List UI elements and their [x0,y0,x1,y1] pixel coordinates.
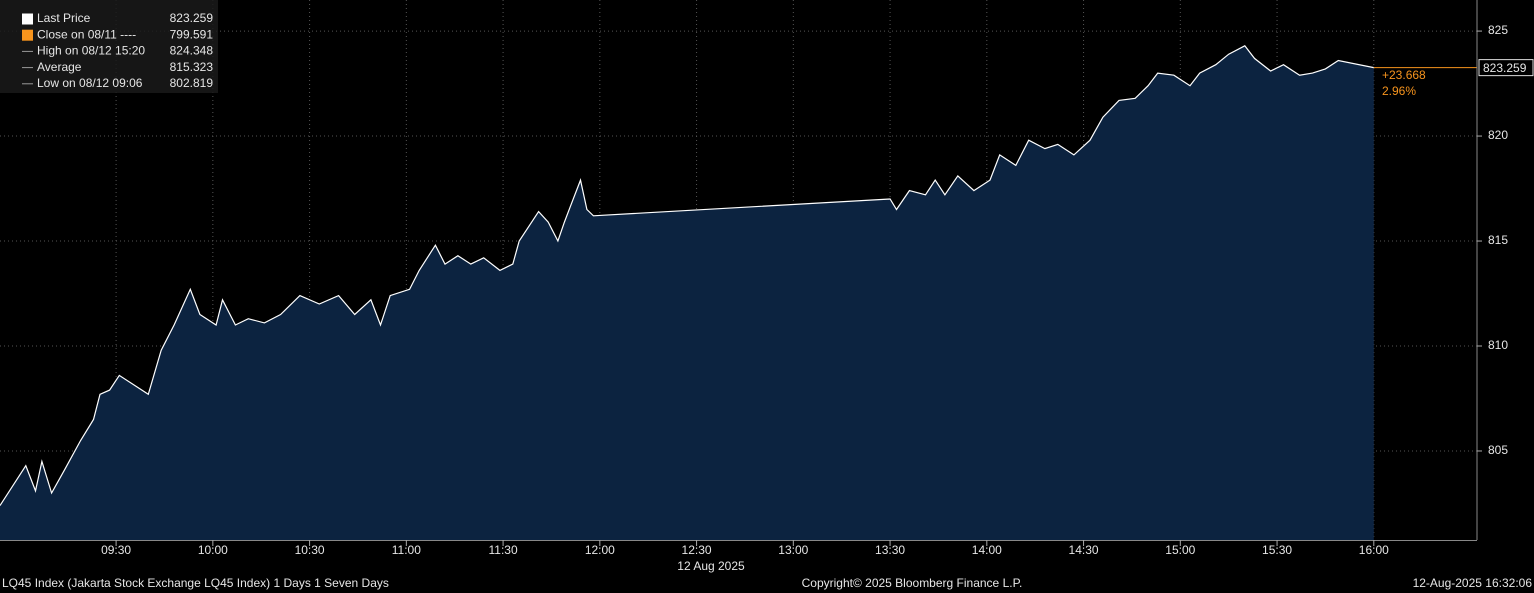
x-tick-label: 15:00 [1165,543,1195,557]
legend-value: 823.259 [170,11,214,25]
legend-label: Low on 08/12 09:06 [37,76,143,90]
legend-label: Average [37,60,82,74]
legend-value: 824.348 [170,44,214,58]
y-tick-label: 815 [1488,233,1508,247]
y-tick-label: 825 [1488,23,1508,37]
x-tick-label: 10:30 [295,543,325,557]
y-tick-label: 805 [1488,443,1508,457]
x-tick-label: 11:30 [489,543,518,557]
x-tick-label: 13:30 [875,543,905,557]
footer-right: 12-Aug-2025 16:32:06 [1413,576,1533,590]
area-fill [0,45,1374,541]
price-line [0,45,1374,506]
x-tick-label: 10:00 [198,543,228,557]
y-tick-label: 820 [1488,128,1508,142]
plot-area [0,0,1477,541]
x-tick-label: 14:30 [1069,543,1099,557]
legend-swatch [22,29,33,41]
legend: Last Price 823.259 Close on 08/11 ---- 799.… [22,11,213,90]
last-price-box [1478,59,1534,77]
change-label: +23.668 [1382,68,1426,82]
last-price-label: 823.259 [1483,61,1527,75]
x-tick-label: 13:00 [778,543,808,557]
legend-swatch [22,13,33,25]
change-pct-label: 2.96% [1382,84,1416,98]
footer-center: Copyright© 2025 Bloomberg Finance L.P. [802,576,1023,590]
x-tick-label: 14:00 [972,543,1002,557]
x-tick-label: 15:30 [1262,543,1292,557]
x-date-label: 12 Aug 2025 [677,559,745,573]
legend-value: 799.591 [170,27,214,41]
x-tick-label: 11:00 [392,543,421,557]
x-tick-label: 12:30 [682,543,712,557]
legend-value: 802.819 [170,76,214,90]
footer-left: LQ45 Index (Jakarta Stock Exchange LQ45 … [2,576,389,590]
legend-label: High on 08/12 15:20 [37,44,145,58]
x-tick-label: 16:00 [1359,543,1389,557]
legend-label: Close on 08/11 ---- [37,27,136,41]
legend-box [0,0,218,93]
legend-value: 815.323 [170,60,214,74]
legend-label: Last Price [37,11,91,25]
x-tick-label: 09:30 [101,543,131,557]
y-tick-label: 810 [1488,338,1508,352]
x-tick-label: 12:00 [585,543,615,557]
